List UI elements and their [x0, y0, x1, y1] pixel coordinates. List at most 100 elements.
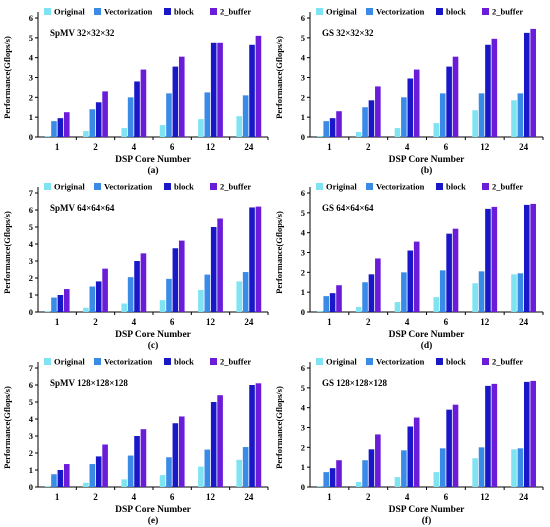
bar-2-buffer-4 — [140, 69, 147, 137]
y-tick-label: 0 — [29, 482, 33, 492]
x-axis-label: DSP Core Number — [389, 505, 466, 515]
legend-label: 2_buffer — [220, 7, 251, 17]
x-axis-label: DSP Core Number — [389, 330, 466, 340]
legend-swatch — [210, 183, 217, 190]
x-tick-label: 2 — [366, 142, 371, 152]
bar-original-6 — [159, 300, 166, 312]
y-tick-label: 5 — [301, 208, 305, 218]
y-tick-label: 4 — [301, 403, 306, 413]
bar-block-1 — [329, 293, 336, 312]
legend-swatch — [94, 358, 101, 365]
legend-label: Original — [54, 357, 85, 367]
panel-label: (a) — [147, 165, 158, 176]
bar-2-buffer-4 — [140, 253, 147, 312]
bar-vectorization-12 — [478, 447, 485, 487]
x-tick-label: 6 — [170, 492, 175, 502]
chart-title: SpMV 64×64×64 — [50, 203, 115, 213]
y-tick-label: 5 — [29, 222, 33, 232]
legend-label: 2_buffer — [220, 182, 251, 192]
bar-vectorization-24 — [242, 95, 249, 137]
x-tick-label: 4 — [132, 492, 137, 502]
chart-title: GS 64×64×64 — [322, 203, 374, 213]
x-tick-label: 1 — [327, 142, 332, 152]
x-tick-label: 24 — [244, 317, 254, 327]
bar-original-12 — [472, 458, 478, 487]
bar-2-buffer-2 — [375, 434, 381, 487]
bar-original-2 — [355, 307, 362, 312]
bar-block-1 — [57, 118, 64, 137]
bar-2-buffer-12 — [217, 42, 223, 137]
legend-label: 2_buffer — [492, 7, 523, 17]
bar-vectorization-4 — [127, 277, 134, 312]
legend-label: Original — [54, 7, 85, 17]
x-tick-label: 24 — [519, 492, 529, 502]
y-tick-label: 6 — [301, 188, 305, 198]
x-tick-label: 6 — [444, 317, 449, 327]
x-tick-label: 24 — [244, 142, 254, 152]
y-tick-label: 0 — [301, 482, 305, 492]
legend-label: 2_buffer — [220, 357, 251, 367]
x-tick-label: 12 — [480, 142, 490, 152]
bar-2-buffer-1 — [336, 111, 342, 137]
x-axis-label: DSP Core Number — [115, 330, 192, 340]
legend-swatch — [316, 8, 323, 15]
x-tick-label: 12 — [206, 317, 216, 327]
legend-label: Vectorization — [104, 357, 153, 367]
bar-block-2 — [95, 102, 102, 137]
bar-vectorization-2 — [89, 286, 96, 312]
x-tick-label: 2 — [93, 142, 98, 152]
bar-2-buffer-6 — [178, 416, 185, 487]
bar-2-buffer-2 — [375, 258, 381, 312]
bar-2-buffer-12 — [491, 383, 498, 487]
bar-original-6 — [433, 472, 440, 487]
bar-block-12 — [485, 44, 491, 137]
y-tick-label: 3 — [29, 73, 33, 83]
bar-original-12 — [472, 283, 478, 312]
panel-label: (d) — [421, 340, 433, 351]
bar-vectorization-1 — [51, 297, 57, 312]
y-axis-label: Performance(Gflops/s) — [2, 36, 12, 119]
panel-label: (b) — [421, 165, 433, 176]
bar-2-buffer-6 — [178, 240, 185, 312]
x-tick-label: 4 — [405, 317, 410, 327]
y-tick-label: 5 — [301, 383, 305, 393]
bar-original-6 — [159, 125, 166, 137]
bar-original-1 — [44, 311, 51, 312]
x-tick-label: 4 — [405, 142, 410, 152]
y-axis-label: Performance(Gflops/s) — [2, 211, 12, 294]
bar-original-2 — [83, 307, 89, 312]
legend-swatch — [94, 183, 101, 190]
x-tick-label: 6 — [170, 142, 175, 152]
legend-swatch — [316, 358, 323, 365]
legend-label: Vectorization — [376, 357, 425, 367]
legend-swatch — [436, 358, 443, 365]
bar-block-24 — [523, 32, 530, 137]
y-tick-label: 1 — [301, 462, 305, 472]
y-tick-label: 6 — [301, 13, 305, 23]
y-tick-label: 0 — [301, 307, 305, 317]
bar-original-2 — [355, 482, 362, 487]
bar-block-24 — [523, 204, 530, 312]
x-tick-label: 4 — [132, 142, 137, 152]
bar-2-buffer-24 — [255, 35, 262, 137]
bar-block-12 — [485, 208, 491, 312]
bar-vectorization-4 — [127, 97, 134, 137]
y-tick-label: 2 — [301, 267, 305, 277]
y-tick-label: 6 — [29, 205, 33, 215]
bar-2-buffer-24 — [255, 206, 262, 312]
bar-vectorization-4 — [401, 450, 407, 487]
bar-original-1 — [44, 136, 51, 137]
bar-block-4 — [134, 81, 140, 137]
bar-vectorization-12 — [478, 271, 485, 312]
bar-block-24 — [249, 207, 255, 312]
y-axis-label: Performance(Gflops/s) — [274, 386, 284, 469]
legend-label: block — [174, 182, 194, 192]
legend-label: block — [174, 7, 194, 17]
chart-title: SpMV 128×128×128 — [50, 378, 128, 388]
bar-vectorization-1 — [323, 121, 330, 137]
bar-vectorization-4 — [401, 272, 407, 312]
bar-original-12 — [198, 289, 204, 312]
x-tick-label: 24 — [519, 317, 529, 327]
